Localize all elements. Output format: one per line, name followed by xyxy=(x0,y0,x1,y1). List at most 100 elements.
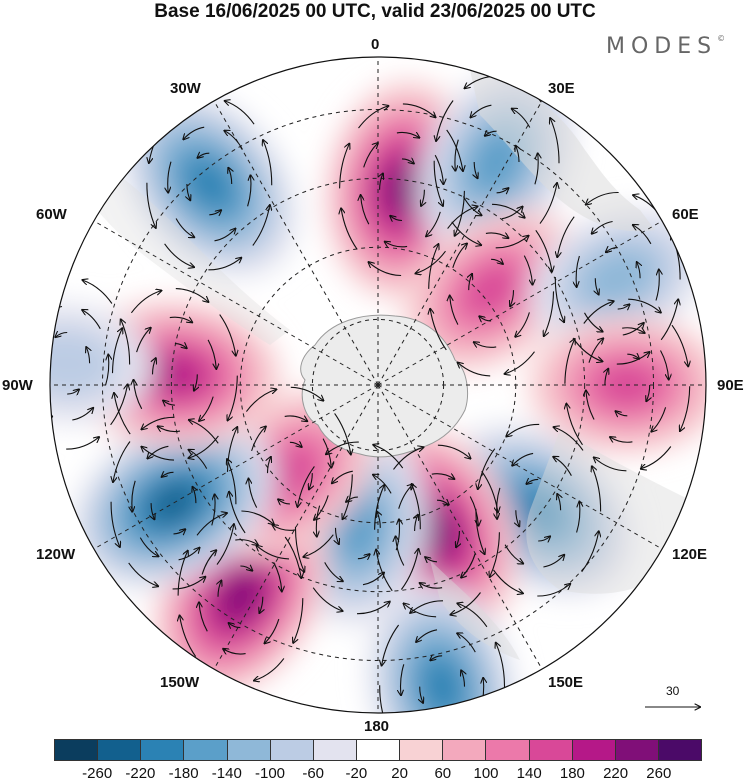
wind-vector xyxy=(132,480,136,512)
lon-label-30e: 30E xyxy=(548,80,575,97)
lon-label-0: 0 xyxy=(371,36,380,53)
lon-label-150e: 150E xyxy=(548,674,584,691)
wind-vector xyxy=(622,323,644,336)
wind-vector xyxy=(581,531,599,573)
wind-vector xyxy=(304,534,334,557)
wind-vector xyxy=(523,255,532,285)
wind-vector xyxy=(543,555,564,568)
wind-vector xyxy=(660,350,669,380)
anomaly-field xyxy=(50,66,706,713)
anomaly-contour xyxy=(421,658,463,713)
wind-vector xyxy=(660,300,678,341)
wind-vector xyxy=(409,721,427,735)
wind-vector xyxy=(369,262,402,277)
wind-vector xyxy=(312,587,342,611)
wind-vector xyxy=(148,445,169,458)
antarctica xyxy=(300,314,468,458)
wind-vector xyxy=(218,581,221,597)
wind-vector xyxy=(641,446,672,469)
wind-vector xyxy=(671,324,688,366)
wind-vector xyxy=(113,441,131,482)
colorbar-swatch xyxy=(55,740,99,760)
wind-vector xyxy=(622,328,644,333)
wind-vector xyxy=(198,153,210,158)
wind-vector xyxy=(251,427,266,452)
wind-vector xyxy=(469,274,472,291)
wind-vector xyxy=(178,548,200,561)
wind-vector xyxy=(82,310,101,330)
wind-vector xyxy=(617,305,630,310)
wind-vector xyxy=(652,407,667,431)
wind-vector xyxy=(557,216,575,257)
wind-vector xyxy=(478,448,496,489)
wind-vector xyxy=(516,146,519,163)
colorbar-tick-label: 260 xyxy=(646,765,672,782)
wind-vector xyxy=(309,473,312,489)
wind-vector xyxy=(128,562,158,586)
wind-vector xyxy=(336,527,339,544)
wind-vector xyxy=(680,386,691,431)
wind-vector xyxy=(268,457,271,474)
wind-vector xyxy=(298,466,315,506)
wind-vector xyxy=(382,624,400,665)
wind-vector xyxy=(265,618,280,643)
brand-logo: MODES© xyxy=(606,34,725,59)
wind-vector xyxy=(401,664,405,695)
wind-vector xyxy=(550,118,560,164)
wind-vector xyxy=(415,515,418,532)
wind-vector xyxy=(26,341,29,372)
wind-vector xyxy=(339,144,350,189)
wind-vector xyxy=(506,423,540,436)
wind-vector xyxy=(447,206,478,229)
wind-vector xyxy=(226,427,238,472)
wind-vector xyxy=(187,183,190,200)
wind-vector xyxy=(146,182,156,228)
colorbar-swatch xyxy=(98,740,142,760)
wind-vector xyxy=(361,195,370,225)
wind-vector xyxy=(278,499,290,504)
wind-vector xyxy=(564,339,575,384)
wind-vector xyxy=(390,216,403,221)
wind-vector xyxy=(235,540,257,545)
wind-vector xyxy=(252,205,270,246)
wind-vector xyxy=(358,106,389,129)
wind-vector xyxy=(273,525,296,530)
wind-vector xyxy=(588,339,603,363)
wind-vector xyxy=(505,351,535,374)
anomaly-contour xyxy=(461,262,521,318)
wind-vector xyxy=(446,129,463,171)
wind-vector xyxy=(50,422,51,446)
wind-vector xyxy=(373,445,404,469)
wind-vector xyxy=(426,211,441,236)
wind-vector xyxy=(151,503,154,519)
wind-vector xyxy=(189,450,208,469)
wind-vector xyxy=(209,210,221,215)
lon-label-120e: 120E xyxy=(672,546,708,563)
lon-label-90w: 90W xyxy=(2,377,33,394)
wind-vector xyxy=(208,258,241,271)
wind-vector xyxy=(136,328,151,353)
wind-vector xyxy=(346,497,358,502)
wind-vector xyxy=(496,188,509,193)
wind-vector xyxy=(175,218,194,238)
wind-vector xyxy=(56,332,68,337)
wind-vector xyxy=(174,344,187,349)
wind-vector xyxy=(379,685,389,713)
colorbar-swatch xyxy=(443,740,487,760)
colorbar-swatch xyxy=(184,740,228,760)
colorbar-swatch xyxy=(313,740,357,760)
wind-vector xyxy=(373,475,392,494)
wind-vector xyxy=(474,342,497,347)
wind-vector xyxy=(485,708,503,713)
wind-vector xyxy=(553,457,572,476)
wind-vector xyxy=(512,452,534,465)
wind-vector xyxy=(535,229,552,271)
wind-vector xyxy=(592,466,602,512)
lon-label-60w: 60W xyxy=(36,206,67,223)
colorbar-tick-label: -140 xyxy=(211,765,242,782)
map-title: Base 16/06/2025 00 UTC, valid 23/06/2025… xyxy=(154,1,596,22)
colorbar-tick-label: -260 xyxy=(82,765,113,782)
wind-vector xyxy=(637,262,640,279)
wind-vector xyxy=(121,320,131,365)
wind-vector xyxy=(162,472,174,477)
